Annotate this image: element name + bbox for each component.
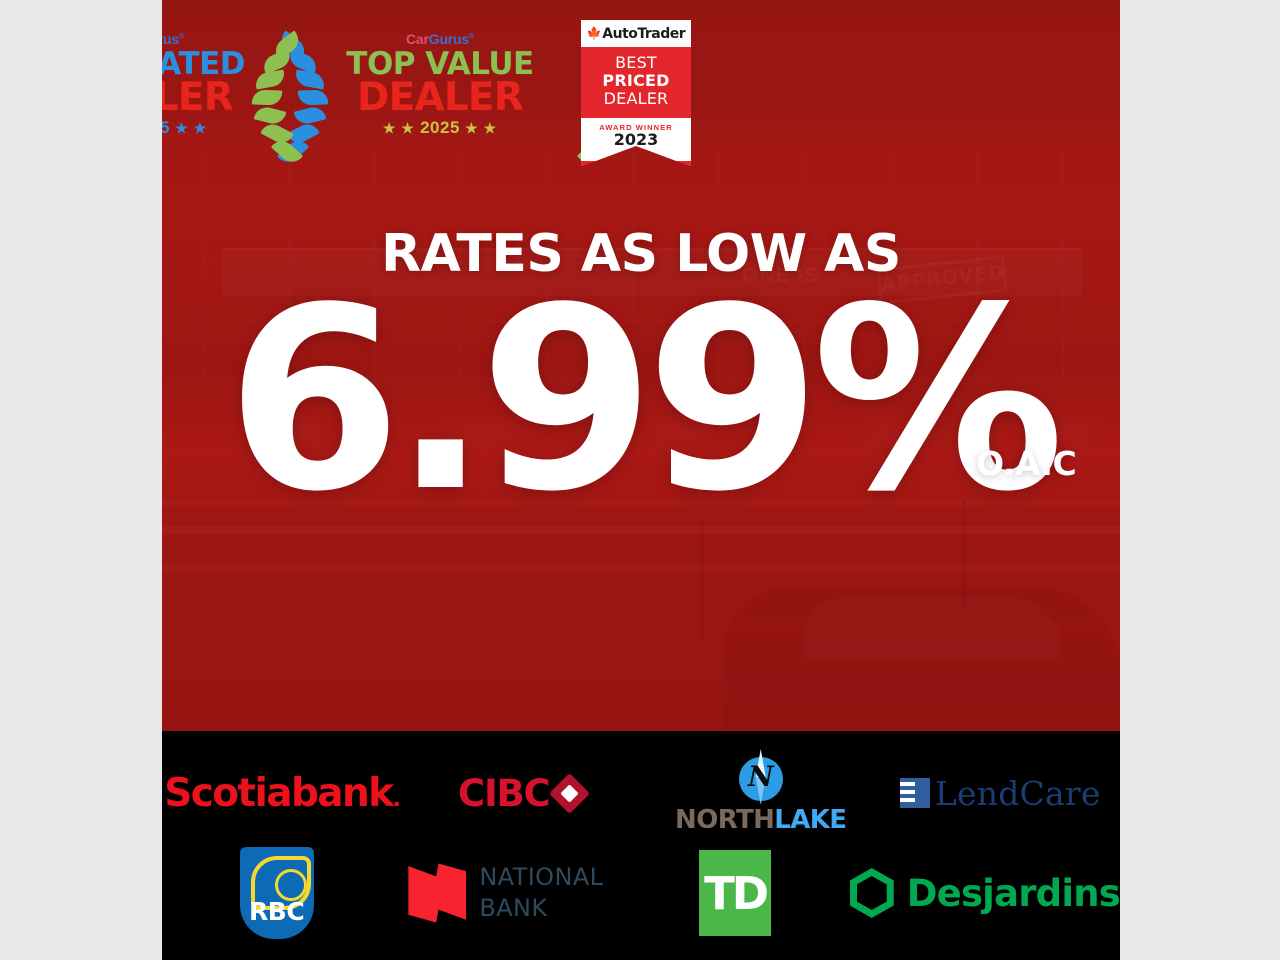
badge-year-value: 2025: [420, 118, 460, 138]
cibc-lockup: CIBC: [458, 771, 591, 815]
hero-rate-qualifier: O.A.C: [976, 444, 1077, 483]
autotrader-brand-text: AutoTrader: [602, 26, 686, 42]
national-bank-label-part1: NATIONAL: [479, 863, 604, 892]
award-badges-row: CarGurus® TOP RATED DEALER ★ ★ 2025 ★ ★: [162, 6, 1120, 168]
rbc-shield-icon: RBC: [239, 847, 314, 939]
northlake-label-part2: LAKE: [774, 805, 847, 835]
badge-line1-top-value: TOP VALUE: [346, 46, 534, 82]
lender-logo-cibc: CIBC: [402, 743, 642, 843]
northlake-wordmark: NORTHLAKE: [675, 805, 847, 835]
autotrader-award-footer: AWARD WINNER 2023: [581, 117, 691, 161]
badge-line2-dealer: DEALER: [357, 75, 524, 121]
national-bank-wordmark: NATIONAL BANK: [479, 862, 603, 923]
lender-logos-section: Scotiabank. CIBC N NOR: [162, 731, 1120, 960]
desjardins-hexagon-icon: [849, 868, 894, 918]
stars-right-icon: ★ ★: [175, 120, 208, 137]
northlake-lockup: N NORTHLAKE: [675, 749, 847, 835]
cibc-diamond-icon: [549, 772, 591, 814]
badge-autotrader-best-priced-dealer: 🍁AutoTrader BEST PRICED DEALER AWARD WIN…: [581, 20, 691, 167]
lendcare-lockup: LendCare: [899, 773, 1101, 813]
trademark-mark: ®: [469, 33, 474, 41]
autotrader-title-block: BEST PRICED DEALER: [581, 47, 691, 114]
northlake-monogram: N: [747, 760, 774, 793]
desjardins-label: Desjardins: [906, 871, 1120, 915]
lender-logo-desjardins: Desjardins: [849, 843, 1120, 943]
lender-logo-td: TD: [621, 843, 850, 943]
cargurus-wordmark: CarGurus®: [290, 32, 590, 46]
lender-logo-northlake: N NORTHLAKE: [641, 743, 881, 843]
autotrader-wordmark: 🍁AutoTrader: [581, 26, 691, 42]
scotiabank-dot-icon: .: [392, 786, 401, 812]
cibc-label: CIBC: [458, 771, 551, 815]
autotrader-award-label: AWARD WINNER: [599, 122, 673, 132]
lender-row-2: RBC NATIONAL BANK TD: [162, 843, 1120, 943]
national-bank-lockup: NATIONAL BANK: [408, 861, 603, 925]
rbc-lion-icon: [250, 856, 311, 910]
autotrader-title-line2: PRICED: [602, 70, 670, 90]
rbc-globe-icon: [274, 869, 307, 901]
autotrader-title-line3: DEALER: [603, 88, 669, 108]
hero-rate-value: 6.99%: [226, 254, 1064, 547]
compass-icon: N: [735, 749, 787, 805]
td-square-icon: TD: [699, 850, 772, 936]
autotrader-ribbon: 🍁AutoTrader BEST PRICED DEALER AWARD WIN…: [581, 20, 691, 167]
autotrader-award-year: 2023: [613, 129, 659, 149]
national-bank-flag-icon: [408, 863, 467, 923]
badge-line2-dealer: DEALER: [162, 75, 234, 121]
cargurus-wordmark-part2: Gurus: [162, 31, 179, 47]
hero-rate-row: 6.99% O.A.C: [162, 254, 1120, 547]
cargurus-wordmark: CarGurus®: [162, 32, 290, 46]
maple-leaf-icon: 🍁: [586, 26, 602, 40]
scotiabank-label: Scotiabank: [164, 770, 394, 816]
badge-line1-top-rated: TOP RATED: [162, 46, 246, 82]
badge-year-row: ★ ★ 2025 ★ ★: [162, 118, 290, 138]
lendcare-label: LendCare: [934, 773, 1101, 813]
lender-logo-rbc: RBC: [162, 843, 391, 943]
badge-year-value: 2025: [162, 118, 170, 138]
hero-copy-block: RATES AS LOW AS 6.99% O.A.C: [162, 224, 1120, 547]
cargurus-wordmark-part2: Gurus: [428, 31, 469, 47]
laurel-wreath-left-icon: [246, 30, 304, 168]
desjardins-lockup: Desjardins: [849, 868, 1120, 918]
autotrader-header: 🍁AutoTrader: [581, 20, 691, 47]
national-bank-label-part2: BANK: [479, 894, 548, 922]
northlake-label-part1: NORTH: [675, 805, 775, 835]
lender-logo-lendcare: LendCare: [881, 743, 1121, 843]
badge-cargurus-top-rated-dealer: CarGurus® TOP RATED DEALER ★ ★ 2025 ★ ★: [162, 30, 329, 168]
lender-logo-national-bank: NATIONAL BANK: [391, 843, 620, 943]
stars-right-icon: ★ ★: [465, 120, 498, 137]
trademark-mark: ®: [179, 33, 184, 41]
td-label: TD: [704, 866, 769, 920]
hero-headline: RATES AS LOW AS: [381, 224, 901, 284]
compass-needle: [755, 749, 766, 805]
lender-logo-scotiabank: Scotiabank.: [162, 743, 402, 843]
scotiabank-wordmark: Scotiabank.: [164, 770, 401, 816]
promo-panel: ONE IS APPROVED: [162, 0, 1120, 960]
badge-year-row: ★ ★ 2025 ★ ★: [290, 118, 590, 138]
rbc-label: RBC: [249, 897, 305, 926]
badge-cargurus-top-value-dealer: CarGurus® TOP VALUE DEALER ★ ★ 2025 ★ ★: [251, 30, 629, 168]
lender-row-1: Scotiabank. CIBC N NOR: [162, 743, 1120, 843]
stars-left-icon: ★ ★: [382, 120, 415, 137]
hero-section: ONE IS APPROVED: [162, 0, 1120, 731]
cargurus-wordmark-part1: Car: [406, 31, 429, 47]
autotrader-title-line1: BEST: [615, 53, 657, 72]
lendcare-mark-icon: [899, 778, 930, 808]
